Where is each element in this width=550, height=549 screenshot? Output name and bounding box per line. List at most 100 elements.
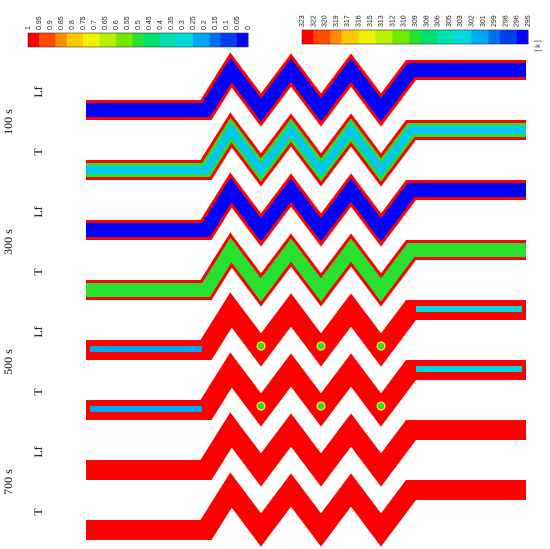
- colorbar-swatch: [121, 33, 128, 47]
- colorbar-tick-label: 309: [412, 15, 419, 27]
- colorbar-swatch: [465, 30, 472, 44]
- colorbar-swatch: [341, 30, 348, 44]
- colorbar-swatch: [237, 33, 243, 47]
- colorbar-swatch: [398, 30, 405, 44]
- contour-panel: [86, 412, 526, 487]
- solid-phase-blob: [376, 341, 386, 351]
- colorbar-swatch: [318, 30, 326, 44]
- colorbar-swatch: [171, 33, 177, 47]
- colorbar-swatch: [160, 33, 166, 47]
- contour-panel: [86, 172, 526, 247]
- inlet-solid-band: [90, 406, 202, 412]
- colorbar-swatch: [226, 33, 232, 47]
- solid-phase-blob: [376, 401, 386, 411]
- colorbar-tick-label: 312: [389, 15, 396, 27]
- colorbar-swatch: [44, 33, 51, 47]
- channel-core: [86, 122, 526, 177]
- colorbar-swatch: [110, 33, 117, 47]
- colorbar-tick-label: 0.25: [190, 16, 197, 30]
- colorbar-swatch: [460, 30, 467, 44]
- colorbar-swatch: [302, 30, 309, 44]
- colorbar-tick-label: 298: [502, 15, 509, 27]
- colorbar-swatch: [154, 33, 161, 47]
- colorbar-swatch: [105, 33, 111, 47]
- colorbar-swatch: [94, 33, 100, 47]
- contour-panel: [86, 52, 526, 127]
- colorbar-tick-label: 306: [435, 15, 442, 27]
- contour-panel: [86, 292, 526, 367]
- colorbar-swatch: [215, 33, 221, 47]
- colorbar-frame: [27, 32, 249, 48]
- colorbar-swatch: [409, 30, 416, 44]
- colorbar-swatch: [352, 30, 359, 44]
- colorbar-swatch: [187, 33, 194, 47]
- solid-phase-blob: [316, 341, 326, 351]
- colorbar-swatch: [375, 30, 382, 44]
- colorbar-tick-label: 0.15: [212, 16, 219, 30]
- colorbar-tick-label: 319: [333, 15, 340, 27]
- colorbar-swatch: [61, 33, 67, 47]
- contour-panel: [86, 232, 526, 307]
- colorbar-swatch: [77, 33, 84, 47]
- colorbar-tick-label: 0.5: [135, 20, 142, 30]
- contour-panel: [86, 112, 526, 187]
- colorbar-swatch: [403, 30, 410, 44]
- temperature-unit-label: [ k ]: [535, 40, 542, 51]
- row-label-t-100s: T: [31, 148, 45, 156]
- colorbar-swatch: [220, 33, 227, 47]
- colorbar-swatch: [454, 30, 461, 44]
- colorbar-tick-label: 0.9: [47, 20, 54, 30]
- liquid-fraction-colorbar: 1 0.95 0.9 0.85 0.8 0.75 0.7 0.65 0.6 0.55 0.5 0.45…: [25, 16, 252, 48]
- colorbar-swatch: [307, 30, 314, 44]
- colorbar-swatch: [347, 30, 354, 44]
- colorbar-tick-label: 0.95: [36, 16, 43, 30]
- colorbar-swatch: [138, 33, 144, 47]
- colorbar-tick-label: 301: [480, 15, 487, 27]
- colorbar-swatch: [182, 33, 188, 47]
- contour-panels: [86, 52, 526, 547]
- channel-core: [86, 422, 526, 477]
- colorbar-swatch: [358, 30, 365, 44]
- inlet-solid-band: [90, 346, 202, 352]
- colorbar-swatch: [448, 30, 456, 44]
- row-label-lf-100s: Lf: [31, 86, 45, 97]
- colorbar-swatch: [386, 30, 393, 44]
- colorbar-swatch: [426, 30, 433, 44]
- colorbar-tick-label: 302: [469, 15, 476, 27]
- colorbar-swatch: [242, 33, 249, 47]
- solid-phase-blob: [256, 341, 266, 351]
- colorbar-tick-label: 0.3: [179, 20, 186, 30]
- row-label-lf-300s: Lf: [31, 206, 45, 217]
- colorbar-swatch: [505, 30, 512, 44]
- colorbar-swatch: [209, 33, 216, 47]
- colorbar-swatch: [443, 30, 450, 44]
- colorbar-swatch: [127, 33, 133, 47]
- colorbar-tick-label: 0.55: [124, 16, 131, 30]
- colorbar-swatch: [231, 33, 238, 47]
- time-label-700s: 700 s: [1, 469, 15, 495]
- colorbar-tick-label: 0.45: [146, 16, 153, 30]
- colorbar-tick-label: 295: [525, 15, 532, 27]
- colorbar-swatch: [494, 30, 501, 44]
- colorbar-tick-label: 305: [446, 15, 453, 27]
- colorbar-swatch: [66, 33, 73, 47]
- colorbar-swatch: [335, 30, 343, 44]
- colorbar-swatch: [324, 30, 331, 44]
- colorbar-swatch: [193, 33, 199, 47]
- row-label-t-700s: T: [31, 508, 45, 516]
- colorbar-tick-label: 0.1: [223, 20, 230, 30]
- colorbar-swatch: [50, 33, 56, 47]
- colorbar-swatch: [198, 33, 205, 47]
- colorbar-frame: [301, 29, 529, 45]
- colorbar-swatch: [369, 30, 376, 44]
- colorbar-tick-label: 0.65: [102, 16, 109, 30]
- colorbar-tick-label: 0.35: [168, 16, 175, 30]
- channel-core: [86, 362, 526, 417]
- row-label-lf-500s: Lf: [31, 326, 45, 337]
- colorbar-swatch: [149, 33, 155, 47]
- outlet-solid-band: [416, 306, 522, 312]
- colorbar-tick-label: 0.2: [201, 20, 208, 30]
- colorbar-swatch: [381, 30, 388, 44]
- colorbar-swatch: [477, 30, 484, 44]
